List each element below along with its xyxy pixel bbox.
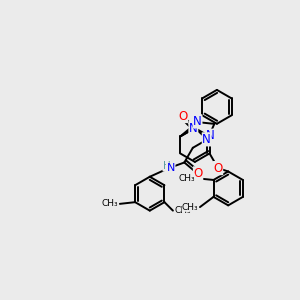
- Text: O: O: [178, 110, 188, 122]
- Text: CH₃: CH₃: [175, 206, 191, 215]
- Text: O: O: [194, 167, 203, 180]
- Text: N: N: [167, 163, 175, 173]
- Text: CH₃: CH₃: [178, 174, 195, 183]
- Text: CH₃: CH₃: [102, 200, 118, 208]
- Text: N: N: [206, 129, 215, 142]
- Text: N: N: [189, 122, 198, 134]
- Text: N: N: [202, 133, 211, 146]
- Text: H: H: [163, 161, 171, 171]
- Text: N: N: [193, 115, 202, 128]
- Text: CH₃: CH₃: [182, 202, 198, 211]
- Text: O: O: [213, 162, 223, 175]
